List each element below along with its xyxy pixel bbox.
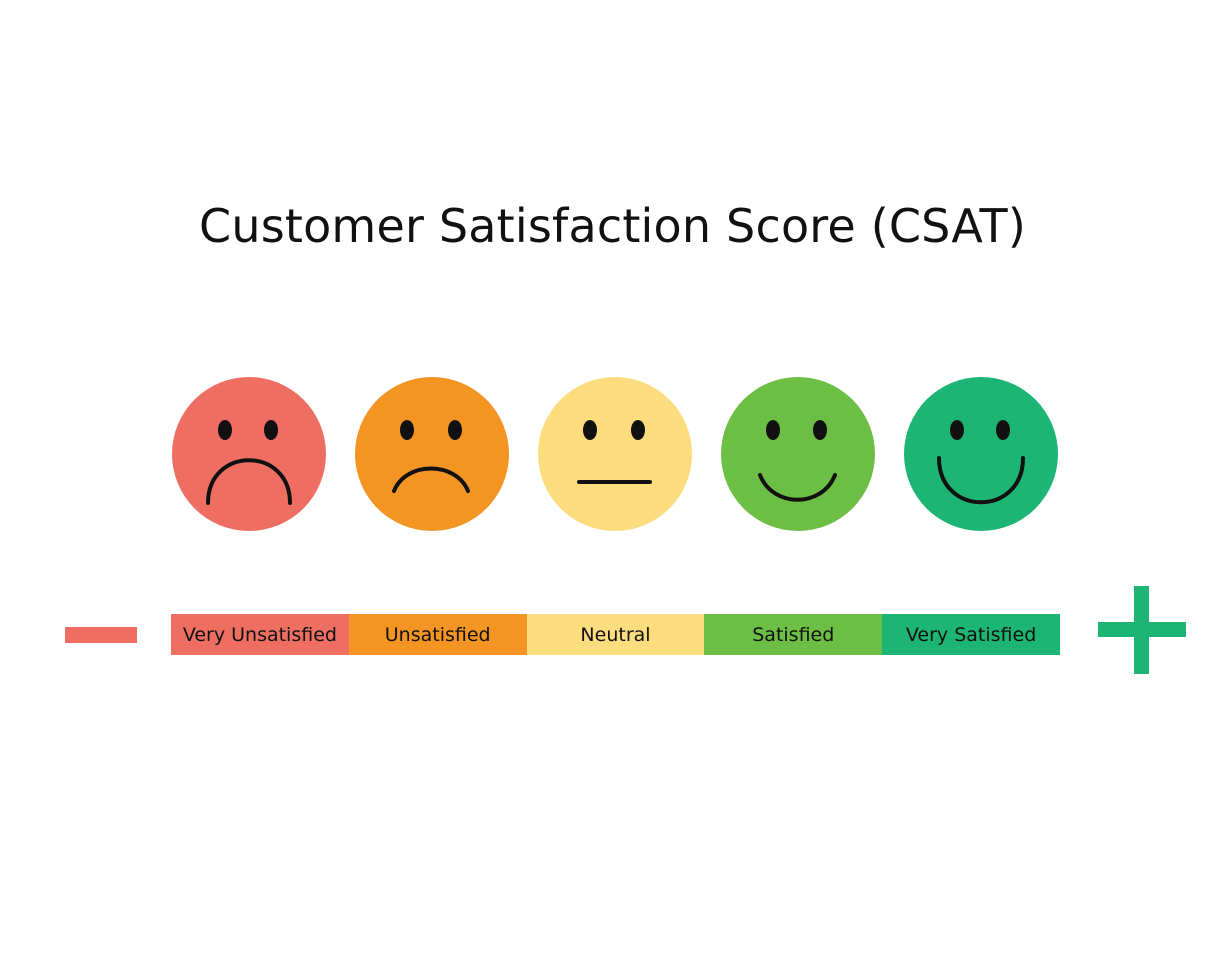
very-unsatisfied-face-icon	[172, 377, 326, 531]
left-eye	[583, 420, 597, 440]
left-eye	[400, 420, 414, 440]
scale-segment-neutral: Neutral	[526, 614, 705, 655]
plus-icon	[1098, 586, 1186, 674]
face-circle	[904, 377, 1058, 531]
right-eye	[631, 420, 645, 440]
smile-mouth	[758, 473, 837, 502]
plus-vertical-bar	[1134, 586, 1149, 674]
right-eye	[448, 420, 462, 440]
scale-segment-very-unsatisfied: Very Unsatisfied	[171, 614, 349, 655]
scale-segment-unsatisfied: Unsatisfied	[348, 614, 527, 655]
frown-mouth	[206, 458, 292, 505]
face-circle	[172, 377, 326, 531]
minus-icon	[65, 627, 137, 643]
neutral-face-icon	[538, 377, 692, 531]
right-eye	[996, 420, 1010, 440]
satisfaction-scale-bar: Very Unsatisfied Unsatisfied Neutral Sat…	[171, 614, 1060, 655]
scale-segment-very-satisfied: Very Satisfied	[882, 614, 1060, 655]
face-circle	[721, 377, 875, 531]
face-circle	[355, 377, 509, 531]
face-circle	[538, 377, 692, 531]
big-smile-mouth	[937, 456, 1025, 505]
page-title: Customer Satisfaction Score (CSAT)	[199, 199, 1026, 253]
left-eye	[218, 420, 232, 440]
left-eye	[950, 420, 964, 440]
unsatisfied-face-icon	[355, 377, 509, 531]
satisfied-face-icon	[721, 377, 875, 531]
right-eye	[813, 420, 827, 440]
scale-segment-satisfied: Satisfied	[704, 614, 883, 655]
very-satisfied-face-icon	[904, 377, 1058, 531]
right-eye	[264, 420, 278, 440]
frown-mouth	[392, 466, 470, 493]
left-eye	[766, 420, 780, 440]
